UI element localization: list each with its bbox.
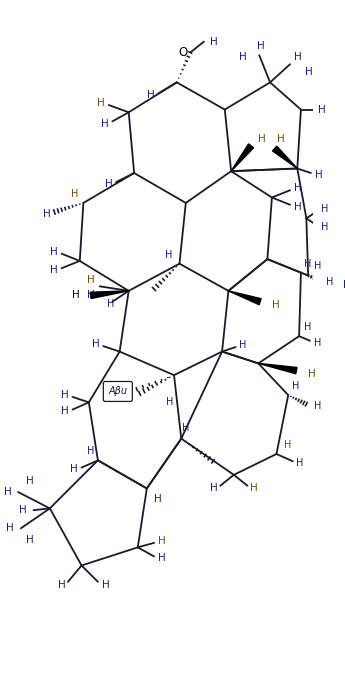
- Text: H: H: [107, 299, 114, 309]
- Text: H: H: [43, 208, 51, 219]
- Text: H: H: [321, 204, 328, 214]
- Text: H: H: [105, 179, 112, 189]
- Text: H: H: [284, 440, 291, 450]
- Text: H: H: [239, 341, 247, 350]
- Text: H: H: [92, 339, 100, 350]
- Polygon shape: [273, 146, 297, 168]
- Text: H: H: [158, 553, 166, 563]
- Text: H: H: [257, 41, 265, 51]
- Text: H: H: [72, 291, 80, 300]
- Text: H: H: [166, 398, 173, 407]
- Polygon shape: [258, 363, 297, 374]
- Text: H: H: [87, 291, 94, 300]
- Text: H: H: [61, 390, 69, 400]
- Text: H: H: [50, 265, 58, 275]
- Text: H: H: [250, 484, 258, 493]
- Text: H: H: [210, 37, 218, 47]
- Text: H: H: [26, 535, 34, 545]
- Text: H: H: [321, 222, 328, 232]
- Text: H: H: [314, 401, 321, 411]
- Text: H: H: [71, 189, 78, 199]
- Text: H: H: [305, 259, 312, 269]
- Text: H: H: [294, 202, 302, 211]
- Text: H: H: [296, 458, 304, 468]
- Text: H: H: [308, 369, 316, 379]
- Text: H: H: [97, 98, 105, 108]
- Text: H: H: [158, 536, 166, 546]
- Text: H: H: [318, 104, 326, 115]
- Text: H: H: [305, 67, 312, 76]
- Text: H: H: [87, 446, 94, 457]
- Polygon shape: [90, 291, 129, 299]
- Text: H: H: [101, 119, 109, 129]
- Text: H: H: [315, 170, 322, 180]
- Text: H: H: [294, 183, 302, 193]
- Text: H: H: [239, 52, 247, 62]
- Text: H: H: [19, 505, 27, 515]
- Text: Aβu: Aβu: [108, 386, 127, 396]
- Text: H: H: [314, 338, 321, 348]
- Text: H: H: [343, 279, 345, 290]
- Text: H: H: [61, 407, 69, 416]
- Text: H: H: [26, 476, 34, 486]
- Text: H: H: [314, 261, 321, 271]
- Text: H: H: [294, 52, 302, 62]
- Text: H: H: [277, 135, 285, 145]
- Text: H: H: [87, 275, 94, 285]
- Text: H: H: [58, 580, 65, 591]
- Text: H: H: [182, 423, 189, 433]
- Text: H: H: [292, 381, 299, 391]
- Text: H: H: [70, 464, 78, 475]
- Text: H: H: [305, 322, 312, 332]
- Text: H: H: [147, 90, 155, 100]
- Text: H: H: [258, 135, 266, 145]
- Text: H: H: [272, 300, 280, 311]
- Text: H: H: [6, 523, 13, 533]
- Text: O: O: [178, 46, 188, 59]
- Polygon shape: [228, 291, 261, 304]
- Text: H: H: [4, 487, 12, 497]
- FancyBboxPatch shape: [104, 382, 132, 402]
- Polygon shape: [231, 144, 254, 171]
- Text: H: H: [50, 247, 58, 257]
- Text: H: H: [165, 250, 172, 260]
- Text: H: H: [326, 277, 334, 287]
- Text: H: H: [101, 580, 109, 591]
- Text: H: H: [210, 484, 218, 493]
- Text: H: H: [154, 494, 162, 505]
